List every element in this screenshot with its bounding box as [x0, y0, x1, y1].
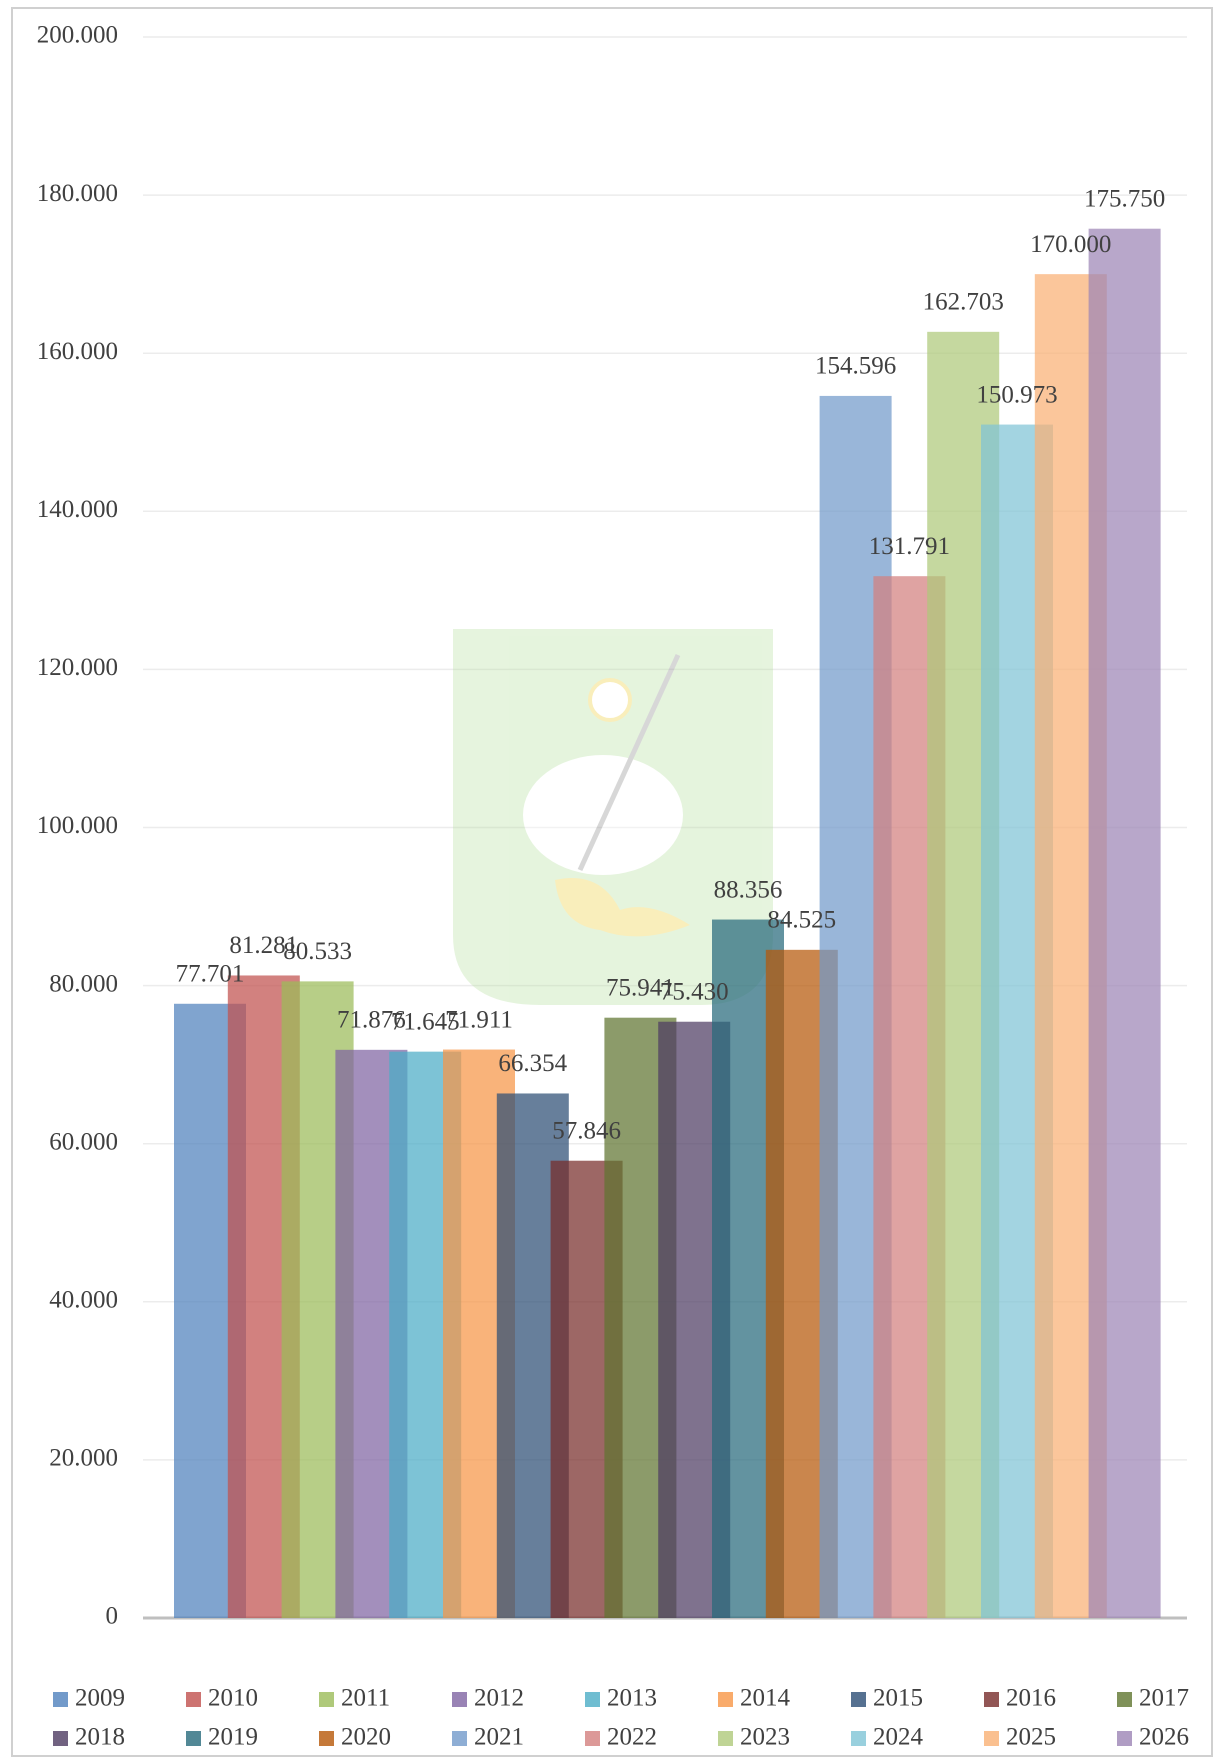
legend-swatch: [53, 1731, 68, 1746]
value-label: 154.596: [815, 353, 896, 380]
legend-label: 2012: [474, 1685, 524, 1712]
legend-label: 2016: [1006, 1685, 1056, 1712]
legend-swatch: [718, 1692, 733, 1707]
value-label: 71.645: [391, 1008, 460, 1035]
legend-label: 2018: [75, 1724, 125, 1751]
legend-swatch: [984, 1731, 999, 1746]
value-label: 170.000: [1030, 231, 1111, 258]
legend-swatch: [585, 1731, 600, 1746]
legend-swatch: [851, 1731, 866, 1746]
legend-swatch: [452, 1731, 467, 1746]
value-label: 150.973: [976, 381, 1057, 408]
y-tick-label: 0: [106, 1603, 119, 1630]
value-label: 77.701: [176, 961, 245, 988]
legend-label: 2011: [341, 1685, 390, 1712]
value-label: 81.281: [229, 932, 298, 959]
y-tick-label: 180.000: [37, 180, 118, 207]
value-label: 66.354: [498, 1050, 567, 1077]
value-label: 175.750: [1084, 185, 1165, 212]
y-tick-label: 120.000: [37, 654, 118, 681]
value-label: 84.525: [767, 907, 836, 934]
value-label: 80.533: [283, 938, 352, 965]
value-label: 71.911: [445, 1006, 513, 1033]
bar: [1088, 228, 1161, 1618]
value-label: 162.703: [923, 289, 1004, 316]
legend-swatch: [984, 1692, 999, 1707]
emblem-watermark: [453, 629, 773, 1005]
y-tick-label: 40.000: [49, 1287, 118, 1314]
y-tick-label: 20.000: [49, 1445, 118, 1472]
legend-label: 2015: [873, 1685, 923, 1712]
legend-swatch: [1117, 1731, 1132, 1746]
value-label: 71.876: [337, 1007, 406, 1034]
value-label: 57.846: [552, 1117, 621, 1144]
legend-swatch: [186, 1731, 201, 1746]
value-label: 75.941: [606, 974, 675, 1001]
legend-label: 2020: [341, 1724, 391, 1751]
legend-label: 2024: [873, 1724, 924, 1751]
legend-swatch: [1117, 1692, 1132, 1707]
legend-label: 2014: [740, 1685, 791, 1712]
legend-swatch: [851, 1692, 866, 1707]
value-label: 75.430: [660, 978, 729, 1005]
legend-swatch: [718, 1731, 733, 1746]
y-tick-label: 100.000: [37, 812, 118, 839]
legend: 2009 2010 2011 2012 2013 2014 2015 2016 2017 2018…: [53, 1685, 1189, 1751]
legend-label: 2023: [740, 1724, 790, 1751]
y-tick-label: 160.000: [37, 338, 118, 365]
y-tick-label: 200.000: [37, 22, 118, 49]
legend-swatch: [53, 1692, 68, 1707]
legend-swatch: [452, 1692, 467, 1707]
bars: [174, 228, 1161, 1619]
legend-label: 2013: [607, 1685, 657, 1712]
legend-swatch: [319, 1731, 334, 1746]
value-label: 88.356: [714, 876, 783, 903]
legend-swatch: [319, 1692, 334, 1707]
y-tick-label: 140.000: [37, 496, 118, 523]
legend-label: 2022: [607, 1724, 657, 1751]
legend-label: 2025: [1006, 1724, 1056, 1751]
legend-label: 2009: [75, 1685, 125, 1712]
legend-label: 2017: [1139, 1685, 1189, 1712]
legend-swatch: [186, 1692, 201, 1707]
legend-label: 2019: [208, 1724, 258, 1751]
y-tick-label: 60.000: [49, 1128, 118, 1155]
legend-label: 2021: [474, 1724, 524, 1751]
legend-label: 2026: [1139, 1724, 1189, 1751]
legend-label: 2010: [208, 1685, 258, 1712]
y-tick-label: 80.000: [49, 970, 118, 997]
legend-swatch: [585, 1692, 600, 1707]
value-label: 131.791: [869, 533, 950, 560]
